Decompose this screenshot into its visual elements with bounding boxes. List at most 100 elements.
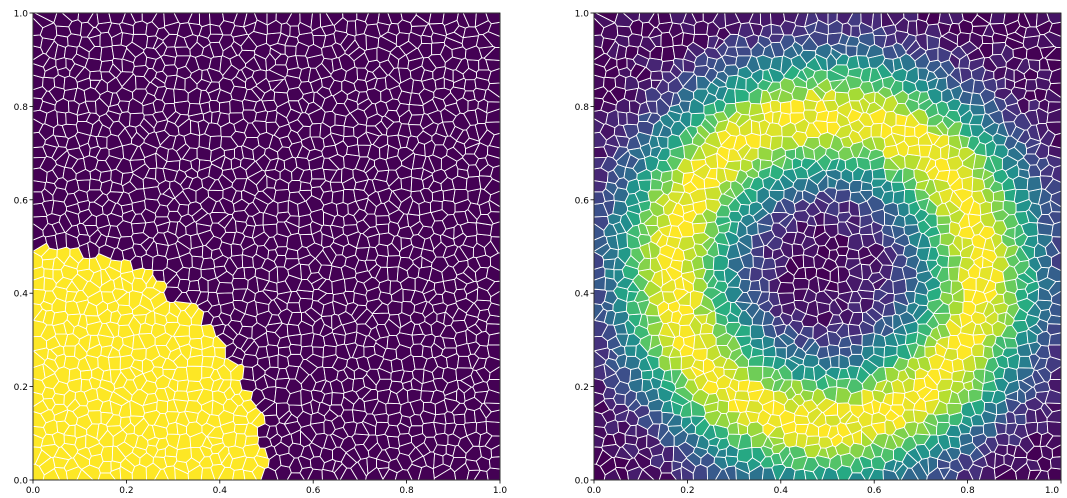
voronoi-cell [849, 343, 864, 355]
voronoi-cell [284, 45, 297, 58]
voronoi-cell [433, 432, 449, 447]
voronoi-cell [1044, 46, 1061, 61]
voronoi-cell [485, 314, 500, 325]
voronoi-cell [1050, 221, 1061, 238]
voronoi-cell [1024, 79, 1038, 92]
voronoi-cell [1047, 101, 1061, 114]
voronoi-cell [1046, 323, 1061, 336]
voronoi-cell [375, 215, 391, 226]
voronoi-cell [624, 345, 637, 357]
voronoi-cell [661, 445, 675, 463]
voronoi-cell [486, 467, 500, 480]
voronoi-cell [1025, 408, 1038, 424]
axis-ticks-right [590, 12, 1062, 484]
voronoi-cell [489, 221, 500, 238]
voronoi-cell [485, 409, 500, 423]
voronoi-cell [485, 323, 500, 336]
voronoi-cell [475, 420, 488, 436]
voronoi-cell [1049, 456, 1061, 470]
voronoi-cell [1012, 46, 1028, 60]
voronoi-cell [1045, 435, 1061, 450]
voronoi-cell [994, 432, 1010, 447]
voronoi-cell [465, 175, 482, 192]
voronoi-cell [748, 279, 762, 292]
plot-panel-right: 0.0 0.2 0.4 0.6 0.8 1.0 0.0 0.2 0.4 0.6 … [575, 10, 1062, 496]
voronoi-cell [486, 101, 500, 114]
voronoi-cell [483, 46, 500, 61]
voronoi-cell [1046, 314, 1061, 325]
voronoi-cell [645, 57, 664, 73]
voronoi-cell [1047, 344, 1061, 361]
voronoi-cell [1043, 31, 1061, 48]
voronoi-cell [185, 365, 203, 383]
voronoi-cell [464, 408, 477, 424]
voronoi-cell [490, 236, 500, 254]
voronoi-cell [1044, 88, 1061, 103]
voronoi-cell [1036, 420, 1049, 436]
voronoi-cell [63, 345, 76, 357]
x-tick-label: 1.0 [1045, 486, 1060, 496]
voronoi-cell [485, 265, 500, 282]
voronoi-cell [803, 366, 816, 382]
voronoi-cell [80, 369, 93, 381]
x-tick-label: 0.0 [26, 486, 41, 496]
voronoi-cell [1051, 164, 1061, 183]
voronoi-cell [1047, 467, 1061, 480]
voronoi-cell [845, 45, 858, 58]
voronoi-cell [483, 88, 500, 103]
voronoi-cell [490, 164, 500, 183]
x-tick-label: 0.4 [774, 486, 789, 496]
voronoi-cell [641, 369, 654, 381]
voronoi-cell [89, 70, 103, 81]
x-tick-label: 0.2 [680, 486, 694, 496]
voronoi-cell [433, 413, 447, 425]
voronoi-cell [717, 399, 730, 415]
voronoi-cell [1048, 67, 1061, 85]
y-tick-label: 0.0 [14, 477, 29, 487]
voronoi-cell [792, 277, 810, 290]
y-tick-label: 0.8 [14, 103, 29, 113]
voronoi-cell [735, 46, 752, 57]
voronoi-cell [483, 178, 500, 196]
voronoi-cell [969, 103, 986, 116]
voronoi-cell [174, 46, 191, 57]
voronoi-cell [485, 13, 500, 25]
voronoi-cell [187, 279, 201, 292]
voronoi-cell [489, 290, 500, 306]
voronoi-cell [265, 344, 280, 358]
y-tick-label: 1.0 [14, 10, 29, 20]
voronoi-cell [1050, 290, 1061, 306]
voronoi-cell [428, 13, 445, 25]
voronoi-cell [156, 399, 169, 415]
axes-frame-left [32, 12, 501, 481]
y-tick-label: 0.2 [14, 383, 28, 393]
y-tick-label: 0.6 [14, 196, 29, 206]
voronoi-cell [776, 281, 796, 294]
voronoi-cell [1014, 413, 1027, 425]
voronoi-cell [173, 390, 190, 402]
x-tick-label: 0.6 [306, 486, 321, 496]
voronoi-cell [408, 103, 425, 116]
plot-panel-left: 0.0 0.2 0.4 0.6 0.8 1.0 0.0 0.2 0.4 0.6 … [14, 10, 508, 497]
y-tick-label: 1.0 [575, 10, 590, 20]
voronoi-cell [101, 369, 112, 383]
voronoi-cell [345, 20, 357, 37]
voronoi-cell [1044, 178, 1061, 196]
voronoi-cell [483, 356, 500, 374]
voronoi-cell [979, 201, 993, 216]
voronoi-cell [936, 215, 952, 226]
voronoi-cell [218, 100, 231, 115]
voronoi-cell [484, 154, 500, 168]
voronoi-cell [486, 378, 500, 394]
voronoi-cell [906, 20, 918, 37]
voronoi-cell [1044, 389, 1061, 404]
voronoi-cell [244, 435, 260, 447]
y-tick-label: 0.0 [575, 477, 590, 487]
voronoi-cell [107, 356, 121, 371]
voronoi-cell [870, 122, 883, 138]
voronoi-cell [1048, 145, 1061, 159]
voronoi-cell [208, 99, 221, 113]
voronoi-cell [386, 435, 401, 450]
voronoi-cell [759, 13, 772, 28]
voronoi-cells-right [594, 13, 1061, 480]
